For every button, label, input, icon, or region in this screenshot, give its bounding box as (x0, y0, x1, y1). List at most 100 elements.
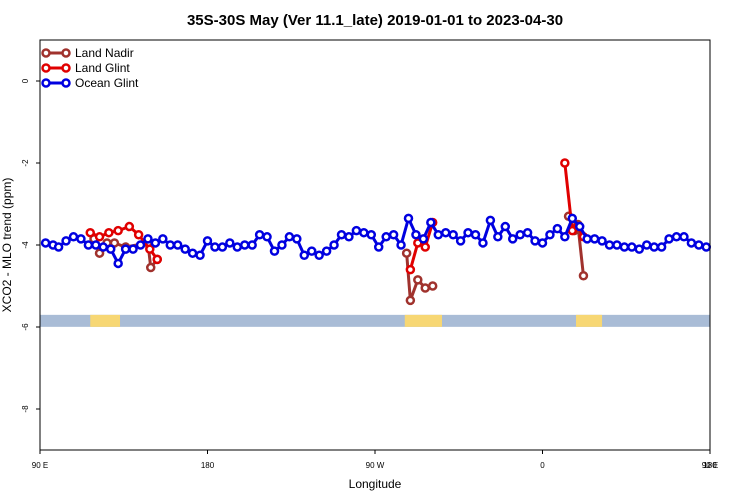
series-2-point-0-51 (418, 234, 429, 244)
series-2-point-0-6 (83, 240, 94, 250)
series-2-point-0-73 (582, 234, 592, 244)
series-2-point-0-24 (217, 242, 228, 252)
series-1-point-2-0 (560, 158, 570, 168)
x-tick-label-0: 90 E (32, 461, 48, 470)
series-2-point-0-84 (664, 234, 674, 244)
legend-swatch-point (61, 78, 71, 88)
y-tick-label-0: 0 (21, 78, 30, 83)
series-2-point-0-26 (232, 242, 243, 252)
x-tick-label-4: 90 E (702, 461, 718, 470)
series-2-point-0-3 (61, 236, 71, 246)
series-2-point-0-14 (143, 234, 153, 244)
series-2-point-0-63 (507, 234, 518, 244)
series-2-point-0-32 (277, 240, 287, 250)
series-1-point-0-7 (152, 254, 162, 265)
series-2-point-0-75 (597, 236, 607, 246)
series-2-point-0-50 (411, 230, 421, 240)
series-2-point-0-76 (604, 240, 615, 250)
series-2-point-0-19 (180, 244, 190, 254)
series-0-point-1-2 (413, 275, 423, 285)
series-0-point-1-0 (401, 248, 412, 258)
series-2-point-0-59 (478, 238, 488, 248)
series-2-point-0-65 (522, 227, 533, 238)
series-2-point-0-30 (262, 232, 272, 242)
series-1-point-1-2 (420, 242, 430, 252)
series-2-point-0-83 (656, 242, 667, 252)
series-2-point-0-8 (98, 242, 109, 252)
series-2-point-0-31 (269, 246, 280, 256)
series-2-point-0-11 (120, 244, 131, 254)
land-segment-2 (576, 314, 603, 327)
legend-swatch-point (61, 48, 71, 58)
series-2-point-0-77 (612, 240, 622, 250)
x-tick-label-extra-0: 180 (703, 461, 717, 470)
legend-label: Land Nadir (75, 46, 134, 60)
series-2-point-0-67 (537, 238, 548, 248)
series-2-point-0-12 (128, 244, 138, 254)
series-2-point-0-33 (284, 232, 295, 242)
series-2-point-0-56 (455, 236, 466, 246)
series-2-point-0-79 (627, 242, 637, 252)
series-2-point-0-53 (433, 230, 444, 240)
series-2-point-0-17 (165, 240, 176, 250)
series-2-point-0-58 (470, 230, 481, 240)
series-2-point-0-61 (493, 232, 503, 242)
series-2-point-0-42 (351, 225, 362, 236)
x-tick-label-2: 90 W (366, 461, 385, 470)
series-2-point-0-80 (634, 244, 645, 254)
series-1-point-1-0 (405, 264, 416, 275)
series-2-point-0-16 (158, 234, 168, 244)
series-2-point-0-47 (388, 230, 399, 240)
y-axis-label: XCO2 - MLO trend (ppm) (0, 178, 14, 313)
series-0-point-1-1 (405, 295, 416, 306)
series-2-point-0-45 (373, 242, 384, 252)
series-2-point-0-7 (91, 240, 101, 250)
legend-item-1: Land Glint (41, 61, 130, 75)
series-2-point-0-49 (403, 213, 414, 224)
x-tick-label-1: 180 (201, 461, 215, 470)
series-2-point-0-41 (344, 232, 354, 242)
series-0-point-1-4 (427, 281, 438, 291)
chart-title: 35S-30S May (Ver 11.1_late) 2019-01-01 t… (187, 12, 563, 29)
series-2-point-0-85 (671, 232, 682, 242)
land-ocean-band (40, 314, 710, 327)
series-2-point-0-34 (292, 234, 302, 244)
series-2-point-0-52 (426, 217, 436, 228)
series-2-point-0-9 (105, 244, 116, 254)
series-2-point-0-78 (619, 242, 630, 252)
series-2-point-0-21 (195, 250, 205, 260)
series-2-point-0-28 (247, 240, 257, 250)
series-2 (40, 213, 712, 269)
y-tick-label-2: -4 (21, 241, 30, 249)
y-tick-label-3: -6 (21, 323, 30, 331)
y-tick-label-1: -2 (21, 159, 30, 167)
series-2-point-0-60 (485, 215, 496, 226)
series-2-point-0-18 (172, 240, 183, 250)
series-2-point-0-25 (225, 238, 235, 248)
series-1-point-0-3 (113, 225, 123, 236)
series-2-point-0-70 (560, 232, 570, 242)
legend-swatch-point (41, 78, 51, 88)
series-layer (40, 158, 712, 306)
series-2-point-0-89 (701, 242, 712, 252)
series-2-point-0-86 (679, 232, 689, 242)
series-2-point-0-27 (239, 240, 250, 250)
series-2-point-0-15 (150, 238, 161, 248)
series-2-point-0-72 (574, 221, 585, 232)
series-2-point-0-62 (500, 221, 511, 232)
series-2-point-0-44 (366, 230, 377, 240)
series-2-point-0-43 (359, 227, 369, 238)
ocean-band (40, 314, 710, 327)
series-2-point-0-87 (686, 238, 697, 248)
series-2-point-0-4 (68, 232, 79, 242)
y-tick-label-4: -8 (21, 405, 30, 413)
land-segment-1 (404, 314, 442, 327)
series-2-point-0-37 (314, 250, 324, 260)
series-2-point-0-64 (515, 230, 525, 240)
series-2-point-0-81 (641, 240, 652, 250)
series-2-point-0-38 (321, 246, 332, 256)
legend-label: Land Glint (75, 61, 130, 75)
